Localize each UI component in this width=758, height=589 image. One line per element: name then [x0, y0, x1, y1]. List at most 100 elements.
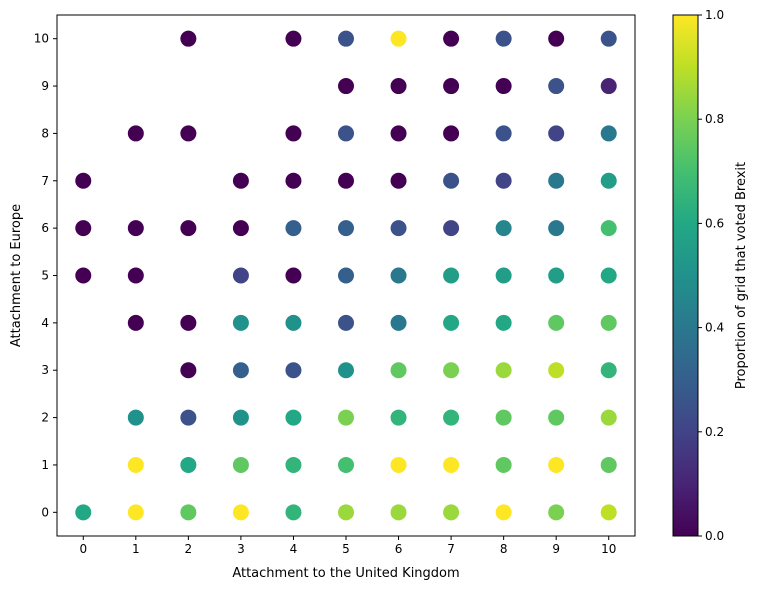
data-point — [390, 362, 407, 379]
data-point — [495, 125, 512, 142]
data-point — [338, 172, 354, 189]
data-point — [495, 267, 512, 284]
data-point — [232, 504, 249, 521]
data-point — [600, 456, 617, 473]
data-point — [127, 409, 144, 426]
data-point — [127, 267, 144, 284]
y-tick-label: 6 — [41, 221, 49, 235]
data-point — [338, 409, 354, 426]
colorbar-tick-label: 1.0 — [705, 8, 724, 22]
data-point — [338, 78, 354, 95]
data-point — [600, 267, 617, 284]
colorbar-ticks: 0.0 0.2 0.4 0.6 0.8 1.0 — [698, 8, 724, 543]
data-point — [548, 314, 565, 331]
data-point — [548, 409, 565, 426]
data-point — [390, 504, 407, 521]
data-point — [232, 362, 249, 379]
y-tick-label: 5 — [41, 269, 49, 283]
y-axis-label: Attachment to Europe — [9, 204, 24, 347]
data-point — [338, 267, 354, 284]
data-point — [390, 172, 407, 189]
data-point — [127, 125, 144, 142]
data-point — [548, 125, 565, 142]
data-point — [443, 362, 460, 379]
data-point — [232, 314, 249, 331]
y-axis-ticks: 0 1 2 3 4 5 6 7 8 9 10 — [34, 32, 57, 519]
data-point — [390, 267, 407, 284]
data-point — [443, 456, 460, 473]
data-point — [180, 220, 197, 237]
data-point — [127, 220, 144, 237]
data-point — [495, 362, 512, 379]
data-point — [338, 456, 354, 473]
colorbar-tick-label: 0.6 — [705, 216, 724, 230]
data-point — [75, 267, 92, 284]
data-point — [548, 172, 565, 189]
data-point — [495, 172, 512, 189]
data-point — [548, 220, 565, 237]
data-point — [338, 30, 354, 47]
data-point — [285, 362, 302, 379]
x-tick-label: 3 — [237, 542, 245, 556]
x-tick-label: 4 — [290, 542, 298, 556]
data-point — [600, 172, 617, 189]
data-point — [180, 409, 197, 426]
data-point — [390, 125, 407, 142]
x-tick-label: 8 — [500, 542, 508, 556]
data-point — [75, 220, 92, 237]
data-point — [338, 504, 354, 521]
data-point — [495, 30, 512, 47]
points-layer — [75, 30, 617, 521]
colorbar: 0.0 0.2 0.4 0.6 0.8 1.0 — [672, 8, 724, 543]
data-point — [600, 125, 617, 142]
y-tick-label: 10 — [34, 32, 49, 46]
data-point — [548, 456, 565, 473]
x-tick-label: 10 — [601, 542, 616, 556]
data-point — [390, 456, 407, 473]
data-point — [285, 125, 302, 142]
data-point — [232, 220, 249, 237]
colorbar-label: Proportion of grid that voted Brexit — [734, 162, 749, 389]
data-point — [443, 30, 460, 47]
data-point — [127, 314, 144, 331]
data-point — [548, 362, 565, 379]
data-point — [548, 267, 565, 284]
data-point — [495, 78, 512, 95]
y-tick-label: 9 — [41, 79, 49, 93]
data-point — [390, 30, 407, 47]
x-tick-label: 9 — [552, 542, 560, 556]
data-point — [285, 30, 302, 47]
data-point — [548, 504, 565, 521]
data-point — [232, 456, 249, 473]
data-point — [180, 456, 197, 473]
data-point — [390, 78, 407, 95]
data-point — [548, 78, 565, 95]
data-point — [285, 267, 302, 284]
y-tick-label: 0 — [41, 505, 49, 519]
data-point — [285, 220, 302, 237]
x-tick-label: 2 — [185, 542, 193, 556]
data-point — [495, 456, 512, 473]
y-tick-label: 8 — [41, 126, 49, 140]
y-tick-label: 1 — [41, 458, 49, 472]
x-axis-label: Attachment to the United Kingdom — [232, 566, 459, 581]
data-point — [495, 220, 512, 237]
data-point — [285, 409, 302, 426]
data-point — [127, 456, 144, 473]
data-point — [180, 125, 197, 142]
colorbar-tick-label: 0.8 — [705, 112, 724, 126]
data-point — [390, 220, 407, 237]
data-point — [232, 172, 249, 189]
data-point — [338, 220, 354, 237]
colorbar-tick-label: 0.0 — [705, 529, 724, 543]
x-tick-label: 0 — [79, 542, 87, 556]
y-tick-label: 2 — [41, 411, 49, 425]
data-point — [232, 267, 249, 284]
x-tick-label: 5 — [342, 542, 350, 556]
data-point — [495, 504, 512, 521]
data-point — [600, 30, 617, 47]
data-point — [443, 172, 460, 189]
data-point — [600, 78, 617, 95]
data-point — [495, 409, 512, 426]
data-point — [338, 314, 354, 331]
